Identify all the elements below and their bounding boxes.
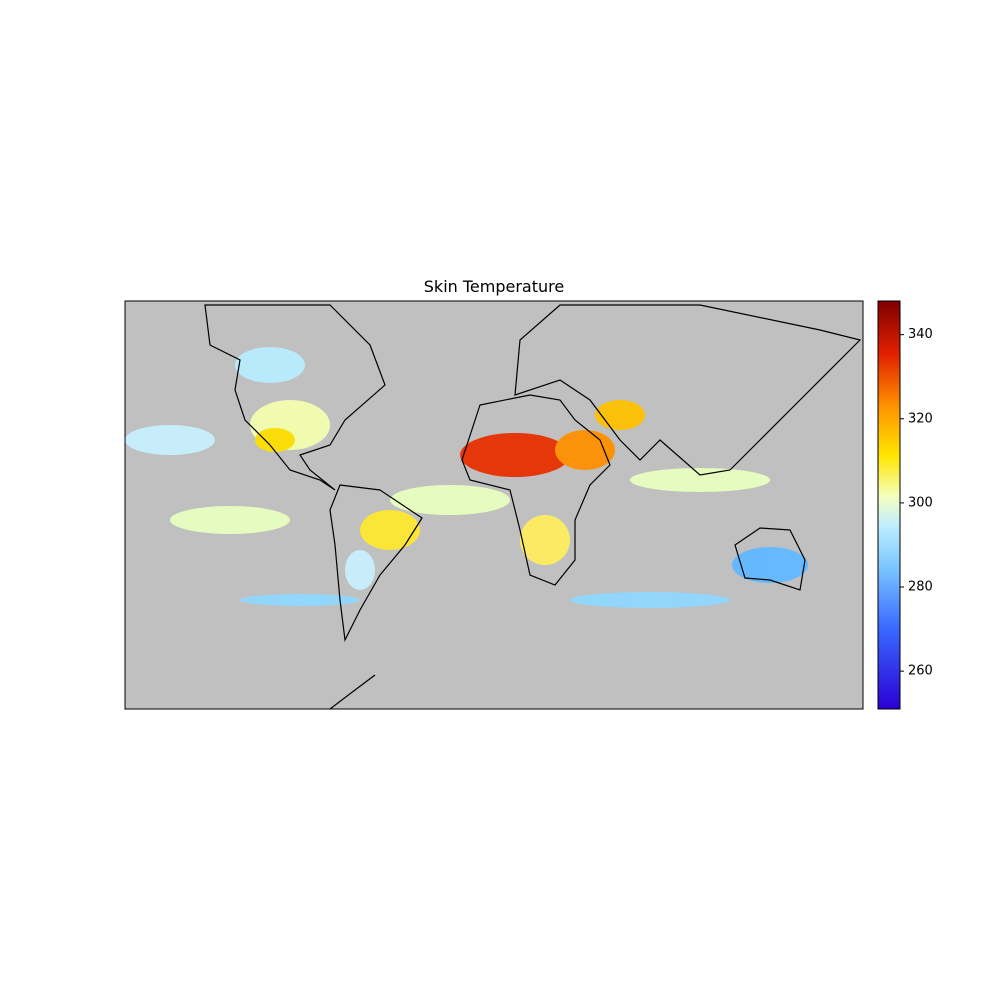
colorbar-tick-label: 260: [908, 664, 933, 679]
colorbar-tick-label: 280: [908, 580, 933, 595]
colorbar-gradient: [877, 300, 901, 710]
colorbar-tick-label: 320: [908, 411, 933, 426]
coastlines: [204, 304, 862, 709]
temperature-field: [125, 347, 808, 608]
colorbar: [877, 300, 901, 710]
map-frame: [124, 300, 864, 710]
map: [125, 301, 863, 709]
chart-title: Skin Temperature: [424, 277, 564, 296]
colorbar-tick-label: 300: [908, 495, 933, 510]
colorbar-tick-label: 340: [908, 327, 933, 342]
